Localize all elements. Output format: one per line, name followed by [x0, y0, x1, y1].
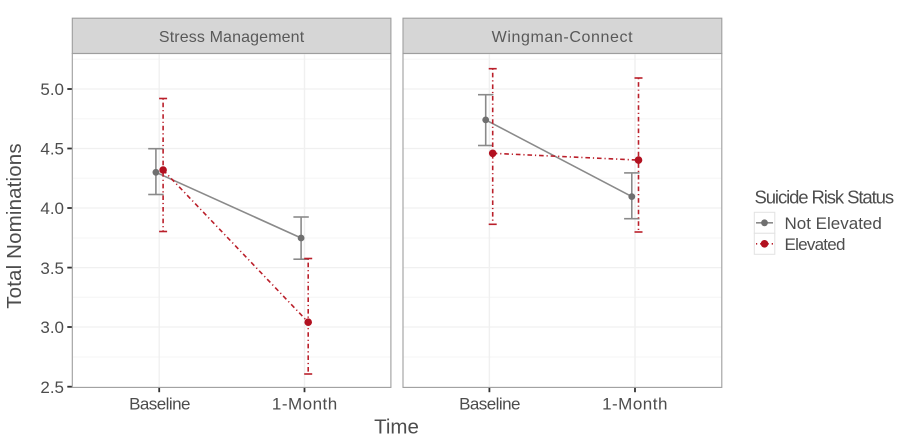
svg-text:Total Nominations: Total Nominations: [3, 143, 26, 309]
svg-text:Suicide Risk Status: Suicide Risk Status: [755, 187, 894, 208]
svg-text:Stress Management: Stress Management: [159, 29, 305, 46]
svg-text:1-Month: 1-Month: [272, 395, 338, 414]
svg-text:5.0: 5.0: [40, 80, 64, 99]
svg-text:4.0: 4.0: [40, 199, 64, 218]
svg-text:Not Elevated: Not Elevated: [785, 214, 882, 233]
svg-text:4.5: 4.5: [40, 140, 64, 159]
svg-text:3.0: 3.0: [40, 318, 64, 337]
svg-text:Baseline: Baseline: [129, 395, 190, 414]
svg-text:1-Month: 1-Month: [602, 395, 668, 414]
svg-text:3.5: 3.5: [40, 259, 64, 278]
svg-text:Time: Time: [374, 416, 419, 439]
svg-text:Baseline: Baseline: [459, 395, 520, 414]
svg-text:Wingman-Connect: Wingman-Connect: [492, 29, 634, 46]
svg-text:Elevated: Elevated: [785, 235, 845, 254]
svg-text:2.5: 2.5: [40, 378, 64, 397]
